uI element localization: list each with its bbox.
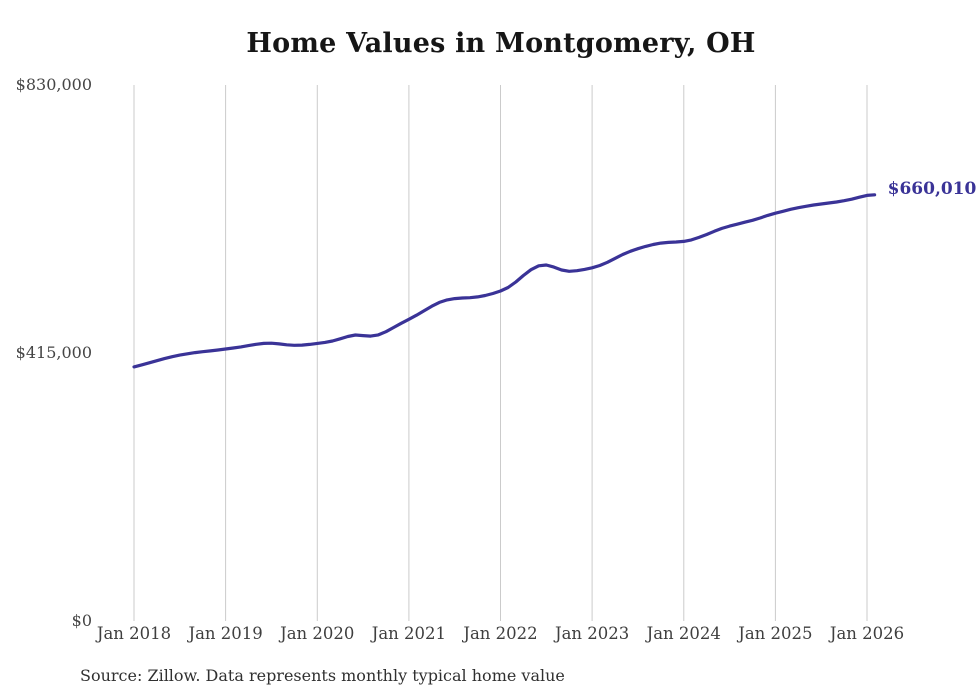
x-axis-tick-label-jan-2019: Jan 2019 (188, 624, 263, 643)
y-axis-tick-label-0: $0 (71, 611, 92, 630)
x-axis-tick-label-jan-2026: Jan 2026 (829, 624, 905, 643)
x-axis-tick-label-jan-2021: Jan 2021 (371, 624, 447, 643)
vertical-gridlines (133, 85, 868, 621)
source-note: Source: Zillow. Data represents monthly … (80, 666, 565, 685)
x-axis-tick-label-jan-2020: Jan 2020 (280, 624, 355, 643)
x-axis-tick-label-jan-2025: Jan 2025 (738, 624, 813, 643)
chart-title: Home Values in Montgomery, OH (246, 28, 756, 59)
home-value-line (132, 193, 877, 369)
y-axis-tick-label-415000: $415,000 (15, 343, 92, 362)
x-axis-tick-label-jan-2023: Jan 2023 (554, 624, 630, 643)
end-value-label: $660,010 (887, 178, 977, 199)
x-axis-tick-label-jan-2024: Jan 2024 (646, 624, 721, 643)
x-axis-tick-label-jan-2022: Jan 2022 (463, 624, 538, 643)
y-axis-tick-label-830000: $830,000 (15, 75, 92, 94)
x-axis-tick-label-jan-2018: Jan 2018 (96, 624, 172, 643)
